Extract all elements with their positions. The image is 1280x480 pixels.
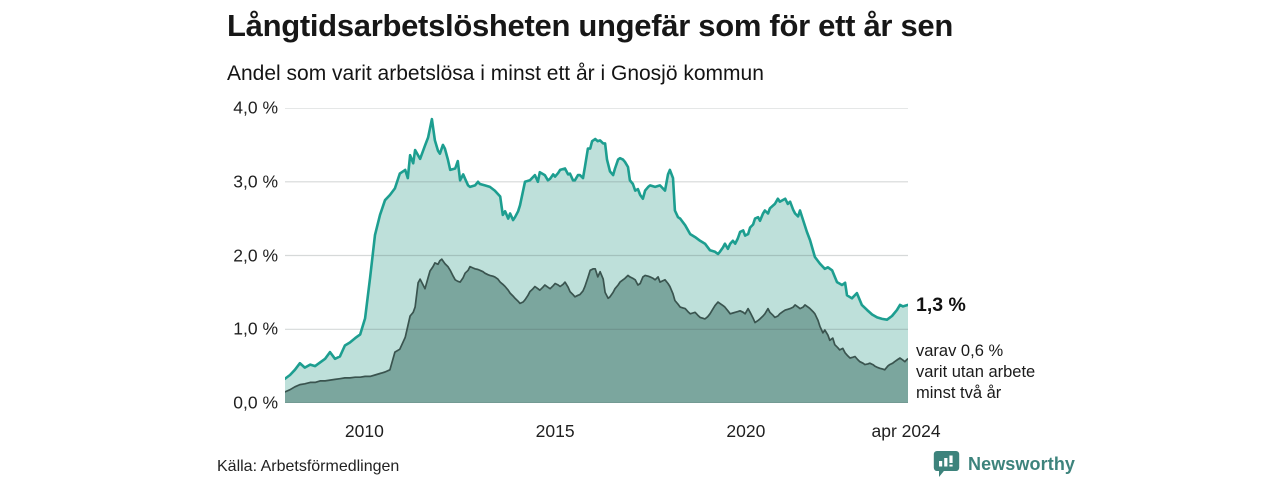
newsworthy-branding[interactable]: Newsworthy xyxy=(933,450,1075,478)
latest-value-label: 1,3 % xyxy=(916,294,966,316)
y-tick-label: 3,0 % xyxy=(233,171,278,192)
y-tick-label: 0,0 % xyxy=(233,392,278,413)
x-tick-label: 2020 xyxy=(726,421,766,441)
series-one-year-line xyxy=(285,117,908,380)
unemployment-area-chart xyxy=(285,108,908,403)
page-title: Långtidsarbetslösheten ungefär som för e… xyxy=(227,8,954,43)
y-tick-label: 1,0 % xyxy=(233,318,278,339)
annotation-line-3: minst två år xyxy=(916,384,1002,402)
y-tick-label: 2,0 % xyxy=(233,245,278,265)
gridlines xyxy=(285,108,908,403)
x-tick-label: 2015 xyxy=(535,421,575,441)
chart-subtitle: Andel som varit arbetslösa i minst ett å… xyxy=(227,62,764,85)
two-year-annotation: varav 0,6 % varit utan arbete minst två … xyxy=(916,341,1035,404)
x-tick-label: apr 2024 xyxy=(871,421,941,441)
annotation-line-2: varit utan arbete xyxy=(916,363,1036,381)
series-two-year-area xyxy=(285,259,908,403)
newsworthy-wordmark: Newsworthy xyxy=(968,453,1076,474)
source-note: Källa: Arbetsförmedlingen xyxy=(217,458,400,475)
y-tick-label: 4,0 % xyxy=(233,97,278,118)
series-two-year-line xyxy=(285,258,908,393)
annotation-line-1: varav 0,6 % xyxy=(916,342,1004,360)
x-tick-label: 2010 xyxy=(344,421,384,441)
bar-chart-speech-bubble-icon xyxy=(933,451,960,477)
